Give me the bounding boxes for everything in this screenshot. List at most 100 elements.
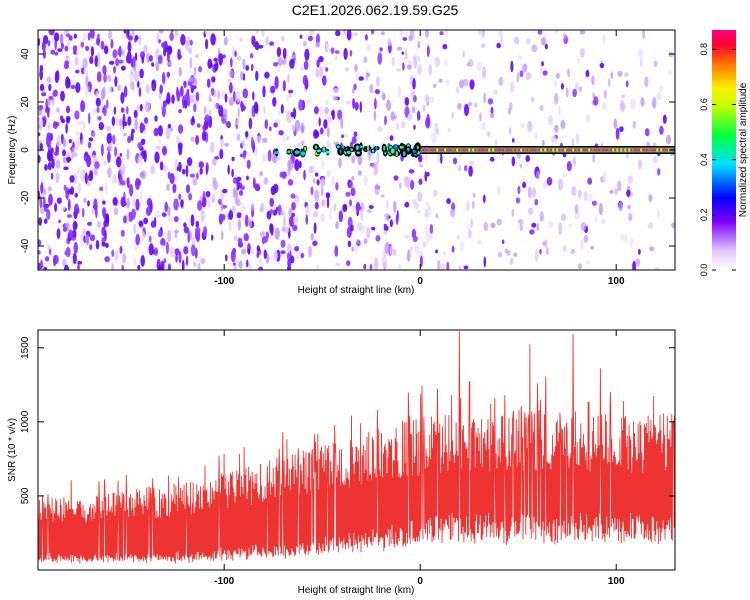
- spectrogram-noise-cell: [240, 100, 244, 109]
- spectrogram-noise-cell: [343, 47, 348, 60]
- spectrogram-noise-cell: [254, 183, 260, 191]
- spectrogram-noise-cell: [126, 177, 130, 187]
- signal-band-cell: [592, 148, 595, 152]
- snr-panel: -100 0 100 500 1000 1500 Height of straight l…: [7, 329, 676, 596]
- signal-band-cell: [604, 148, 607, 152]
- spectrogram-noise-cell: [345, 191, 351, 197]
- spectrogram-noise-cell: [151, 62, 155, 67]
- spectrogram-noise-cell: [195, 135, 200, 145]
- spectrogram-noise-cell: [298, 99, 304, 111]
- spectrogram-noise-cell: [318, 117, 321, 127]
- spectrogram-noise-cell: [368, 205, 374, 209]
- spectrogram-noise-cell: [220, 138, 224, 148]
- spectrogram-noise-cell: [358, 206, 362, 211]
- spectrogram-noise-cell: [72, 45, 78, 52]
- spectrogram-noise-cell: [45, 106, 50, 114]
- spectrogram-noise-cell: [236, 176, 242, 182]
- spectrogram-noise-cell: [39, 143, 44, 150]
- spectrogram-noise-cell: [55, 159, 61, 169]
- spectrogram-noise-cell: [437, 259, 441, 270]
- spectrogram-noise-cell: [396, 68, 401, 72]
- spectrogram-noise-cell: [101, 226, 106, 237]
- spectrogram-noise-cell: [319, 65, 323, 78]
- spectrogram-noise-cell: [229, 220, 232, 232]
- spectrogram-noise-cell: [232, 46, 235, 59]
- spectrogram-noise-cell: [355, 71, 360, 81]
- spectrogram-noise-cell: [458, 265, 462, 270]
- spectrogram-noise-cell: [283, 215, 287, 228]
- spectrogram-noise-cell: [302, 74, 308, 86]
- signal-band-cell: [624, 148, 627, 152]
- spectrogram-noise-cell: [122, 163, 126, 175]
- spectrogram-noise-cell: [342, 203, 348, 213]
- spectrogram-noise-cell: [203, 105, 207, 115]
- signal-band-cell: [432, 148, 435, 152]
- spectrogram-noise-cell: [228, 97, 235, 106]
- spectrogram-noise-cell: [235, 198, 241, 207]
- spectrogram-noise-cell: [193, 103, 197, 113]
- spectrogram-noise-cell: [137, 155, 143, 166]
- spectrogram-noise-cell: [351, 205, 357, 213]
- spectrogram-noise-cell: [373, 257, 379, 270]
- spectrogram-noise-cell: [413, 124, 416, 130]
- spectrogram-noise-cell: [47, 186, 52, 192]
- spectrogram-noise-cell: [259, 171, 263, 177]
- spectrogram-noise-cell: [252, 249, 255, 254]
- spectrogram-noise-cell: [231, 205, 236, 213]
- spectrogram-noise-cell: [270, 85, 276, 94]
- spectrogram-noise-cell: [145, 54, 150, 59]
- spectrogram-noise-cell: [338, 157, 342, 169]
- spectrogram-noise-cell: [337, 109, 343, 120]
- spectrogram-noise-cell: [459, 79, 464, 89]
- spectrogram-noise-cell: [391, 56, 395, 67]
- signal-blob: [371, 149, 375, 153]
- spectrogram-noise-cell: [608, 77, 611, 88]
- spectrogram-noise-cell: [335, 30, 341, 37]
- spectrogram-noise-cell: [262, 137, 268, 143]
- spectrogram-noise-cell: [352, 97, 356, 109]
- spectrogram-noise-cell: [65, 55, 69, 61]
- spectrogram-noise-cell: [567, 68, 571, 78]
- spectrogram-noise-cell: [432, 189, 438, 198]
- spectrogram-noise-cell: [167, 123, 172, 129]
- signal-band-cell: [600, 148, 603, 152]
- spectrogram-noise-cell: [58, 219, 61, 224]
- spectrogram-noise-cell: [264, 119, 269, 129]
- signal-blob: [322, 147, 326, 152]
- spectrogram-noise-cell: [102, 65, 107, 75]
- spectrogram-noise-cell: [598, 202, 603, 216]
- spectrogram-noise-cell: [624, 233, 628, 245]
- signal-band-cell: [584, 148, 587, 152]
- spectrogram-noise-cell: [237, 237, 243, 244]
- spectrogram-noise-cell: [366, 44, 371, 52]
- spectrogram-noise-cell: [244, 214, 249, 227]
- spectrogram-noise-cell: [644, 76, 649, 88]
- spectrogram-noise-cell: [181, 168, 186, 175]
- spectrogram-noise-cell: [219, 148, 224, 160]
- spectrogram-noise-cell: [557, 178, 564, 191]
- spectrogram-noise-cell: [273, 122, 278, 128]
- spectrogram-noise-cell: [269, 126, 272, 132]
- spectrogram-noise-cell: [356, 222, 363, 231]
- spectrogram-noise-cell: [457, 103, 462, 110]
- spectrogram-noise-cell: [414, 244, 419, 255]
- spectrogram-noise-cell: [393, 175, 399, 181]
- spectrogram-noise-cell: [483, 256, 487, 268]
- spectrogram-noise-cell: [233, 235, 238, 241]
- spectrogram-noise-cell: [435, 213, 439, 219]
- signal-band-cell: [644, 148, 647, 152]
- spectrogram-noise-cell: [48, 248, 52, 256]
- spectrogram-noise-cell: [128, 70, 135, 83]
- signal-blob: [356, 145, 359, 151]
- spectrogram-noise-cell: [134, 34, 139, 41]
- spectrogram-noise-cell: [75, 82, 81, 94]
- spectrogram-noise-cell: [319, 127, 324, 135]
- spectrogram-noise-cell: [138, 220, 144, 227]
- spectrogram-noise-cell: [496, 42, 501, 49]
- spectrogram-noise-cell: [131, 208, 137, 220]
- spectrogram-noise-cell: [65, 105, 71, 114]
- spectrogram-noise-cell: [206, 78, 211, 88]
- spectrogram-frame: [37, 29, 676, 271]
- spectrogram-noise-cell: [94, 161, 100, 169]
- spectrogram-noise-cell: [374, 183, 380, 196]
